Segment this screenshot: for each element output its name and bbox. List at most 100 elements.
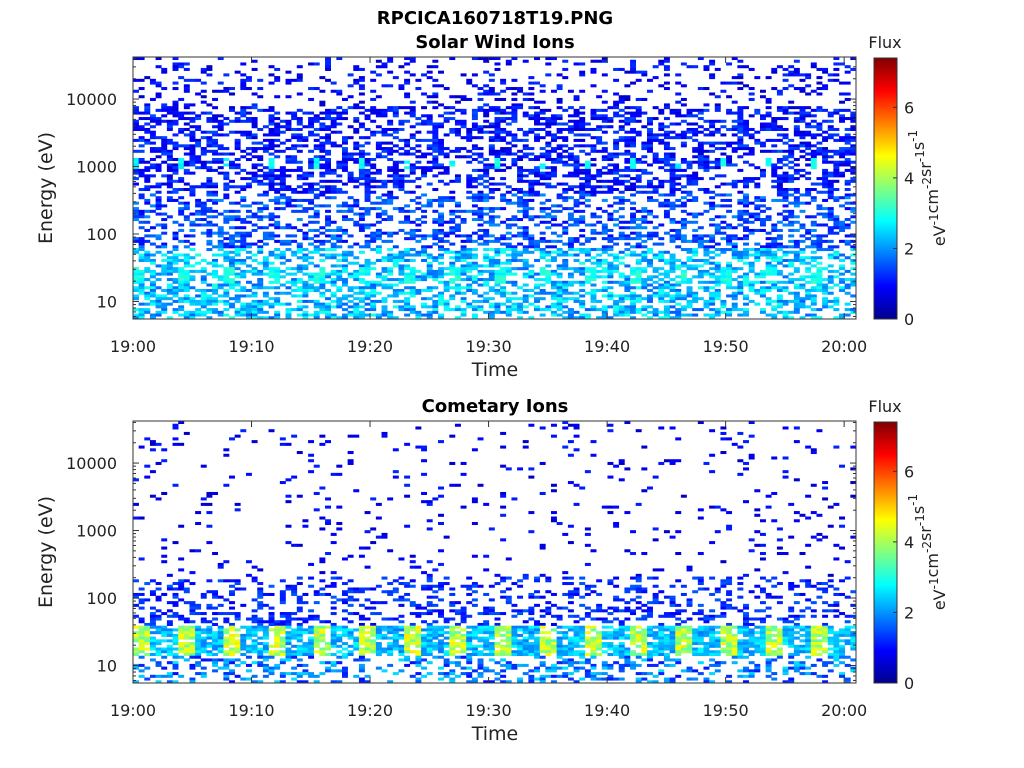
heatmap-cell	[404, 78, 411, 82]
heatmap-cell	[635, 269, 642, 273]
heatmap-cell	[308, 237, 315, 241]
heatmap-cell	[387, 234, 394, 238]
heatmap-cell	[675, 163, 682, 167]
heatmap-cell	[240, 269, 247, 273]
heatmap-cell	[776, 256, 783, 260]
heatmap-cell	[471, 193, 478, 197]
heatmap-cell	[816, 280, 823, 284]
heatmap-cell	[663, 308, 670, 312]
heatmap-cell	[291, 250, 298, 254]
heatmap-cell	[392, 174, 399, 178]
heatmap-cell	[471, 204, 478, 208]
heatmap-cell	[550, 239, 557, 243]
heatmap-cell	[426, 198, 433, 202]
heatmap-cell	[274, 133, 281, 137]
heatmap-cell	[658, 182, 665, 186]
heatmap-cell	[754, 215, 761, 219]
heatmap-cell	[511, 245, 518, 249]
heatmap-cell	[630, 250, 637, 254]
heatmap-cell	[522, 226, 529, 230]
heatmap-cell	[550, 160, 557, 164]
heatmap-cell	[325, 136, 331, 140]
heatmap-cell	[432, 106, 439, 110]
heatmap-cell	[624, 144, 631, 148]
heatmap-cell	[325, 313, 331, 317]
heatmap-cell	[624, 248, 631, 252]
heatmap-cell	[353, 261, 360, 265]
heatmap-cell	[308, 256, 315, 260]
heatmap-cell	[680, 313, 687, 317]
heatmap-cell	[539, 297, 546, 301]
heatmap-cell	[313, 193, 320, 197]
heatmap-cell	[500, 117, 507, 121]
heatmap-cell	[647, 297, 653, 301]
heatmap-cell	[330, 305, 337, 309]
heatmap-cell	[257, 155, 264, 159]
heatmap-cell	[138, 78, 145, 82]
heatmap-cell	[618, 297, 625, 301]
heatmap-cell	[133, 215, 139, 219]
heatmap-cell	[590, 144, 597, 148]
heatmap-cell	[262, 286, 269, 290]
heatmap-cell	[279, 188, 286, 192]
heatmap-cell	[630, 160, 637, 164]
heatmap-cell	[601, 261, 608, 265]
heatmap-cell	[556, 160, 563, 164]
heatmap-cell	[483, 242, 490, 246]
heatmap-cell	[421, 275, 428, 279]
heatmap-cell	[534, 122, 540, 126]
heatmap-cell	[720, 237, 727, 241]
heatmap-cell	[138, 168, 145, 172]
heatmap-cell	[500, 168, 507, 172]
heatmap-cell	[793, 299, 800, 303]
heatmap-cell	[375, 313, 382, 317]
heatmap-cell	[494, 111, 501, 115]
heatmap-cell	[466, 261, 473, 265]
heatmap-cell	[714, 215, 721, 219]
heatmap-cell	[341, 204, 348, 208]
heatmap-cell	[443, 111, 450, 115]
heatmap-cell	[788, 201, 795, 205]
heatmap-cell	[398, 269, 405, 273]
heatmap-cell	[743, 310, 749, 314]
heatmap-cell	[483, 108, 490, 112]
heatmap-cell	[635, 310, 642, 314]
heatmap-cell	[319, 253, 326, 257]
heatmap-cell	[573, 220, 580, 224]
heatmap-cell	[409, 108, 416, 112]
heatmap-cell	[737, 59, 744, 63]
heatmap-cell	[765, 299, 772, 303]
heatmap-cell	[759, 127, 766, 131]
heatmap-cell	[754, 108, 761, 112]
heatmap-cell	[217, 234, 224, 238]
heatmap-cell	[720, 302, 727, 306]
heatmap-cell	[692, 196, 699, 200]
heatmap-cell	[703, 149, 710, 153]
heatmap-cell	[624, 111, 631, 115]
heatmap-cell	[268, 127, 275, 131]
heatmap-cell	[172, 278, 179, 282]
heatmap-cell	[443, 250, 450, 254]
heatmap-cell	[161, 269, 168, 273]
heatmap-cell	[714, 267, 721, 271]
heatmap-cell	[788, 278, 795, 282]
heatmap-cell	[737, 130, 744, 134]
heatmap-cell	[454, 130, 461, 134]
heatmap-cell	[720, 198, 727, 202]
heatmap-cell	[731, 147, 738, 151]
heatmap-cell	[477, 308, 484, 312]
heatmap-cell	[262, 256, 269, 260]
heatmap-cell	[279, 269, 286, 273]
heatmap-cell	[308, 62, 315, 66]
heatmap-cell	[635, 286, 642, 290]
heatmap-cell	[392, 253, 399, 257]
heatmap-cell	[759, 286, 766, 290]
heatmap-cell	[692, 297, 699, 301]
heatmap-cell	[720, 89, 727, 93]
heatmap-cell	[189, 138, 196, 142]
heatmap-cell	[415, 201, 422, 205]
heatmap-cell	[392, 196, 399, 200]
heatmap-cell	[415, 223, 422, 227]
heatmap-cell	[579, 215, 586, 219]
heatmap-cell	[161, 174, 168, 178]
